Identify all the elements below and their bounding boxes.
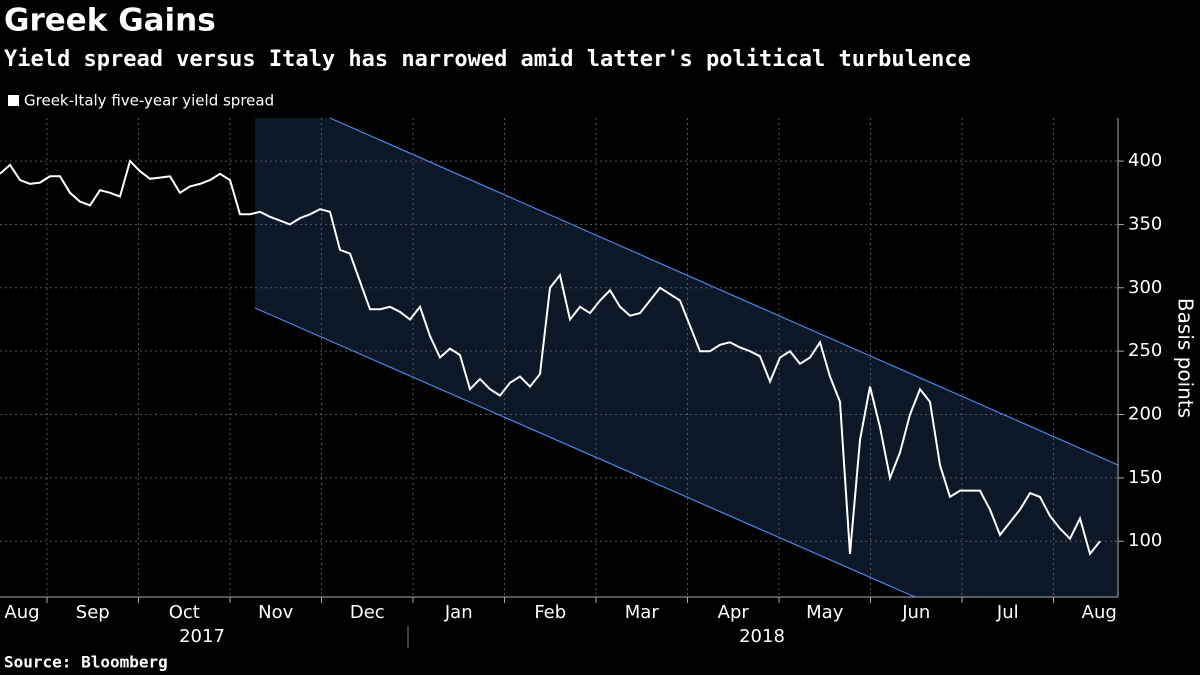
year-label: 2018 <box>739 626 785 647</box>
legend-swatch <box>8 95 19 106</box>
x-tick-label: Sep <box>76 602 110 623</box>
x-tick-label: Jul <box>996 602 1019 623</box>
y-tick-label: 200 <box>1128 404 1162 425</box>
x-tick-label: Dec <box>350 602 385 623</box>
line-series <box>0 159 1101 557</box>
x-tick-label: Jan <box>444 602 473 623</box>
y-tick-label: 100 <box>1128 530 1162 551</box>
y-tick-label: 150 <box>1128 467 1162 488</box>
x-tick-label: Apr <box>718 602 750 623</box>
x-tick-label: Aug <box>1082 602 1117 623</box>
y-tick-label: 300 <box>1128 277 1162 298</box>
chart-subtitle: Yield spread versus Italy has narrowed a… <box>4 47 971 72</box>
channel-upper <box>329 117 1119 466</box>
year-label: 2017 <box>179 626 225 647</box>
x-tick-label: Oct <box>169 602 200 623</box>
y-tick-label: 250 <box>1128 340 1162 361</box>
x-tick-label: May <box>806 602 844 623</box>
x-tick-label: Mar <box>625 602 660 623</box>
x-tick-label: Nov <box>258 602 293 623</box>
chart-title: Greek Gains <box>4 3 216 39</box>
trend-channel <box>255 118 1118 597</box>
plot-area <box>0 159 1101 557</box>
y-tick-label: 350 <box>1128 213 1162 234</box>
x-tick-label: Jun <box>901 602 930 623</box>
legend-label: Greek-Italy five-year yield spread <box>24 92 274 110</box>
y-axis-label: Basis points <box>1174 298 1198 418</box>
y-tick-label: 400 <box>1128 150 1162 171</box>
x-tick-label: Feb <box>534 602 566 623</box>
source: Source: Bloomberg <box>4 653 168 672</box>
channel-lower <box>254 307 916 598</box>
x-tick-label: Aug <box>4 602 39 623</box>
